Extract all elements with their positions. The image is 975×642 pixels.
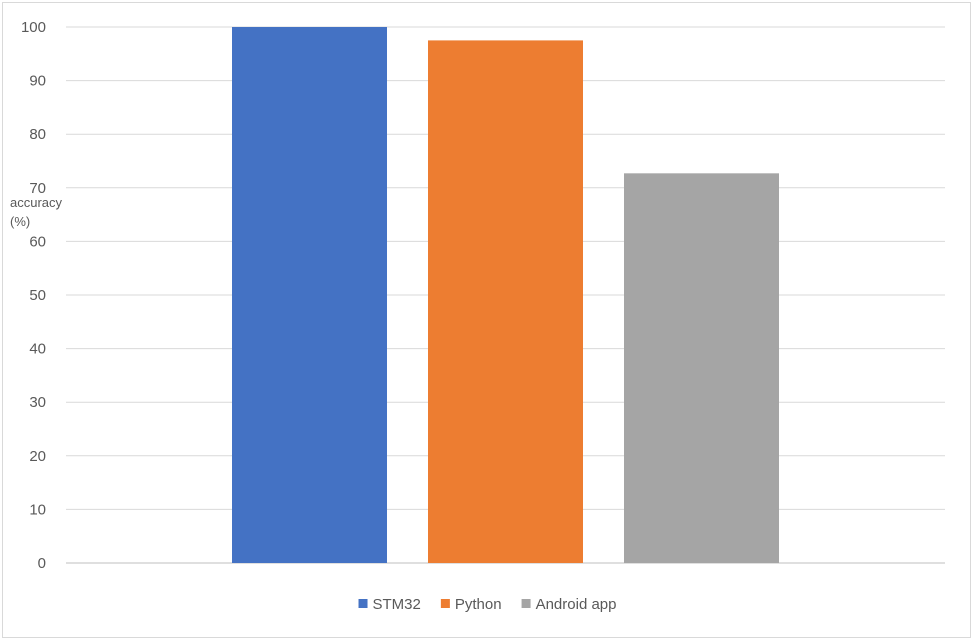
bar-stm32 [232, 27, 387, 563]
legend-label-python: Python [455, 596, 502, 613]
y-axis-ticks: 0 10 20 30 40 50 60 70 80 90 100 [21, 19, 46, 572]
y-tick-label-50: 50 [29, 287, 46, 304]
legend-swatch-android-app [521, 599, 531, 608]
y-tick-label-90: 90 [29, 73, 46, 90]
y-axis-label-line-2: (%) [10, 214, 30, 229]
y-tick-label-30: 30 [29, 394, 46, 411]
y-tick-label-40: 40 [29, 341, 46, 358]
legend: STM32 Python Android app [358, 596, 617, 613]
bar-python [428, 40, 583, 563]
bar-android-app [624, 173, 779, 563]
legend-label-stm32: STM32 [373, 596, 421, 613]
legend-label-android-app: Android app [536, 596, 617, 613]
y-tick-label-100: 100 [21, 19, 46, 36]
y-tick-label-70: 70 [29, 180, 46, 197]
y-tick-label-10: 10 [29, 501, 46, 518]
bars [232, 27, 779, 563]
legend-swatch-python [440, 599, 450, 608]
y-axis-label-line-1: accuracy [10, 195, 63, 210]
y-tick-label-0: 0 [38, 555, 46, 572]
legend-swatch-stm32 [358, 599, 368, 608]
y-tick-label-80: 80 [29, 126, 46, 143]
y-tick-label-20: 20 [29, 448, 46, 465]
y-tick-label-60: 60 [29, 233, 46, 250]
